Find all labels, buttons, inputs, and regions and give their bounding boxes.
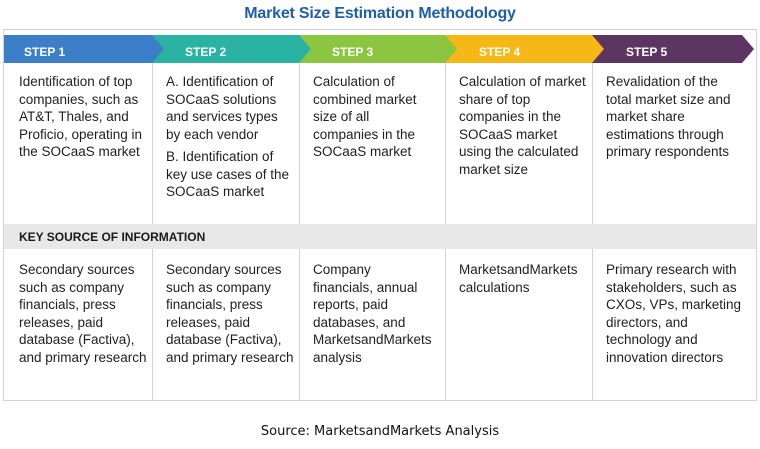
step-4-source: MarketsandMarkets calculations bbox=[459, 262, 578, 295]
step-5-description: Revalidation of the total market size an… bbox=[606, 74, 731, 159]
step-1-description: Identification of top companies, such as… bbox=[19, 74, 143, 159]
step-1-label: STEP 1 bbox=[24, 45, 66, 59]
key-source-heading: KEY SOURCE OF INFORMATION bbox=[19, 230, 206, 244]
step-2-arrow bbox=[152, 35, 314, 63]
column-divider bbox=[152, 249, 153, 400]
step-4-label: STEP 4 bbox=[479, 45, 521, 59]
step-3-source: Company financials, annual reports, paid… bbox=[313, 262, 432, 365]
column-divider bbox=[299, 63, 300, 224]
column-divider bbox=[592, 63, 593, 224]
column-divider bbox=[445, 249, 446, 400]
column-divider bbox=[299, 249, 300, 400]
column-divider bbox=[152, 63, 153, 224]
step-2-source: Secondary sources such as company financ… bbox=[166, 262, 294, 365]
step-5-arrow bbox=[592, 35, 754, 63]
step-3-arrow bbox=[299, 35, 460, 63]
step-3-description: Calculation of combined market size of a… bbox=[313, 74, 417, 159]
column-divider bbox=[592, 249, 593, 400]
step-5-source: Primary research with stakeholders, such… bbox=[606, 262, 742, 365]
step-1-arrow bbox=[4, 35, 167, 63]
column-divider bbox=[445, 63, 446, 224]
key-source-band bbox=[4, 224, 756, 249]
page-title: Market Size Estimation Methodology bbox=[244, 5, 516, 22]
step-2-label: STEP 2 bbox=[185, 45, 227, 59]
step-4-description: Calculation of market share of top compa… bbox=[459, 74, 586, 177]
methodology-panel bbox=[3, 29, 757, 401]
step-2-description: A. Identification of SOCaaS solutions an… bbox=[166, 74, 290, 199]
step-3-label: STEP 3 bbox=[332, 45, 374, 59]
step-5-label: STEP 5 bbox=[626, 45, 668, 59]
step-4-arrow bbox=[445, 35, 607, 63]
source-note: Source: MarketsandMarkets Analysis bbox=[260, 424, 500, 439]
step-arrows bbox=[4, 35, 754, 63]
step-1-source: Secondary sources such as company financ… bbox=[19, 262, 147, 365]
